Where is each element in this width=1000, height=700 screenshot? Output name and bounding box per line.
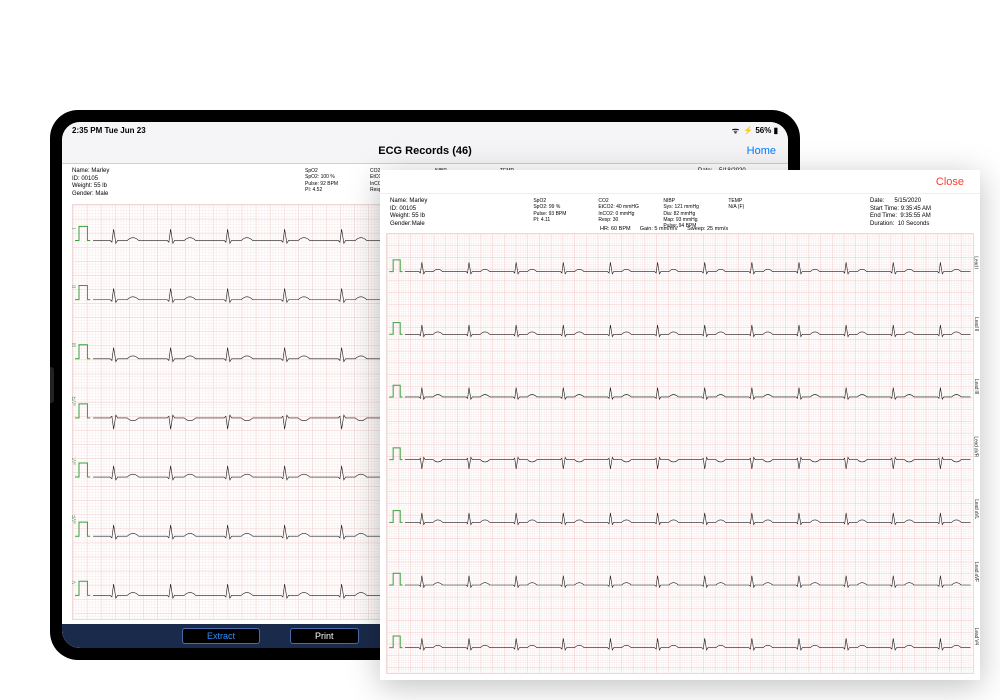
ecg-strip-area[interactable]: Lead ILead IILead IIILead aVRLead aVLLea…	[386, 233, 974, 674]
page-title: ECG Records (46)	[378, 145, 472, 157]
lead-label: Lead V4	[973, 628, 979, 645]
lead-label: Lead aVR	[973, 436, 979, 457]
lead-label: Lead II	[973, 317, 979, 331]
ecg-detail-sheet: Close Name: Marley ID: 00105 Weight: 55 …	[380, 170, 980, 680]
co2-col: CO2 EtCO2: 40 mmHGInCO2: 0 mmHgResp: 30	[598, 198, 653, 229]
sheet-top-bar: Close	[380, 170, 980, 194]
lead-label: Lead I	[973, 256, 979, 269]
datetime-col: Date: 5/15/2020 Start Time: 9:35:45 AM E…	[870, 198, 970, 229]
nav-bar: ECG Records (46) Home	[62, 138, 788, 164]
temp-col: TEMPN/A (F)	[728, 198, 783, 229]
status-time: 2:35 PM Tue Jun 23	[72, 126, 146, 135]
home-button[interactable]: Home	[747, 145, 776, 157]
patient-col: Name: Marley ID: 00105 Weight: 55 lb Gen…	[72, 168, 162, 198]
lead-label: Lead aVL	[973, 500, 979, 520]
wifi-icon: ᯤ	[732, 125, 739, 136]
spo2-col: SpO2 SpO2: 99 %Pulse: 93 BPMPI: 4.11	[533, 198, 588, 229]
nibp-col: NIBP Sys: 121 mmHgDia: 82 mmHgMap: 93 mm…	[663, 198, 718, 229]
spo2-col: SpO2 SpO2: 100 %Pulse: 92 BPMPI: 4.52	[305, 168, 360, 198]
lead-label: Lead III	[973, 379, 979, 394]
extract-button[interactable]: Extract	[182, 628, 260, 644]
patient-col: Name: Marley ID: 00105 Weight: 55 lb Gen…	[390, 198, 480, 229]
lead-label: Lead aVF	[973, 562, 979, 582]
ios-status-bar: 2:35 PM Tue Jun 23 ᯤ ⚡ 56% ▮	[62, 122, 788, 138]
device-notch	[50, 367, 54, 403]
sheet-settings: HR: 60 BPM Gain: 5 mm/mV Sweep: 25 mm/s	[600, 226, 728, 232]
close-button[interactable]: Close	[936, 176, 964, 188]
battery-text: ⚡ 56% ▮	[743, 126, 778, 135]
print-button[interactable]: Print	[290, 628, 359, 644]
